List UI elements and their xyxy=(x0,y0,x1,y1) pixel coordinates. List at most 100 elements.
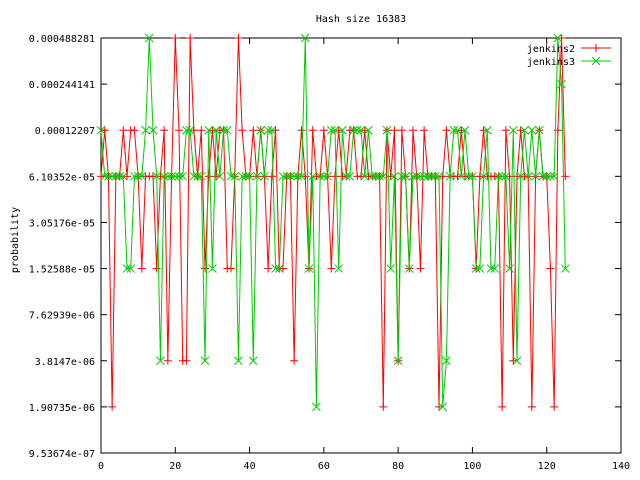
data-point-jenkins3 xyxy=(549,171,559,181)
data-point-jenkins2 xyxy=(238,126,247,135)
data-point-jenkins3 xyxy=(256,125,266,135)
data-point-jenkins2 xyxy=(442,126,451,135)
data-point-jenkins2 xyxy=(163,356,172,365)
data-point-jenkins2 xyxy=(416,264,425,273)
data-point-jenkins3 xyxy=(416,171,425,181)
data-point-jenkins3 xyxy=(505,264,514,273)
data-point-jenkins3 xyxy=(501,171,511,181)
data-point-jenkins3 xyxy=(412,171,422,181)
data-point-jenkins3 xyxy=(278,171,288,181)
plot-frame xyxy=(100,37,622,454)
data-point-jenkins3 xyxy=(189,171,199,181)
data-point-jenkins2 xyxy=(249,126,258,135)
data-point-jenkins3 xyxy=(453,125,462,135)
data-point-jenkins3 xyxy=(371,171,381,181)
data-point-jenkins2 xyxy=(360,126,369,135)
data-point-jenkins3 xyxy=(475,264,485,273)
data-point-jenkins3 xyxy=(479,171,488,181)
data-point-jenkins2 xyxy=(152,264,161,273)
data-point-jenkins2 xyxy=(189,126,198,135)
data-point-jenkins3 xyxy=(375,171,384,181)
data-point-jenkins2 xyxy=(160,126,169,135)
data-point-jenkins3 xyxy=(237,171,247,181)
data-point-jenkins3 xyxy=(230,171,240,181)
data-point-jenkins3 xyxy=(482,125,492,135)
data-point-jenkins2 xyxy=(201,264,209,273)
data-point-jenkins3 xyxy=(293,171,303,181)
data-point-jenkins3 xyxy=(442,356,451,366)
data-point-jenkins3 xyxy=(152,171,162,181)
data-point-jenkins3 xyxy=(211,125,221,135)
data-point-jenkins2 xyxy=(297,126,306,135)
data-point-jenkins2 xyxy=(501,126,510,135)
data-point-jenkins2 xyxy=(327,264,336,273)
data-point-jenkins2 xyxy=(212,172,221,181)
x-tick-label: 140 xyxy=(612,461,630,472)
data-point-jenkins2 xyxy=(453,172,462,181)
x-tick-label: 100 xyxy=(463,461,481,472)
data-point-jenkins3 xyxy=(122,264,132,273)
data-point-jenkins3 xyxy=(156,356,165,366)
data-point-jenkins3 xyxy=(445,171,455,181)
data-point-jenkins2 xyxy=(546,264,555,273)
data-point-jenkins2 xyxy=(527,402,536,411)
legend-label: jenkins3 xyxy=(527,57,575,68)
data-point-jenkins3 xyxy=(516,171,526,181)
data-point-jenkins3 xyxy=(178,171,188,181)
legend-swatch-marker xyxy=(591,56,601,66)
data-point-jenkins3 xyxy=(182,125,191,135)
data-point-jenkins3 xyxy=(133,171,143,181)
data-point-jenkins3 xyxy=(263,125,273,135)
data-point-jenkins3 xyxy=(390,171,399,181)
data-point-jenkins2 xyxy=(516,126,525,135)
data-point-jenkins2 xyxy=(557,34,566,42)
data-point-jenkins3 xyxy=(196,171,206,181)
data-point-jenkins2 xyxy=(119,126,128,135)
data-point-jenkins2 xyxy=(234,34,243,42)
data-point-jenkins3 xyxy=(386,264,396,273)
data-point-jenkins3 xyxy=(289,171,299,181)
data-point-jenkins3 xyxy=(163,171,173,181)
series-layer xyxy=(96,33,570,412)
data-point-jenkins3 xyxy=(174,171,184,181)
y-tick-label: 3.8147e-06 xyxy=(35,357,95,368)
data-point-jenkins2 xyxy=(331,172,339,181)
data-point-jenkins2 xyxy=(123,172,131,181)
data-point-jenkins3 xyxy=(434,171,444,181)
chart-title: Hash size 16383 xyxy=(316,14,406,25)
data-point-jenkins3 xyxy=(144,33,154,43)
data-point-jenkins3 xyxy=(297,171,306,181)
data-point-jenkins3 xyxy=(464,171,474,181)
data-point-jenkins2 xyxy=(171,34,180,42)
data-point-jenkins3 xyxy=(419,171,429,181)
data-point-jenkins3 xyxy=(423,171,433,181)
data-point-jenkins3 xyxy=(508,125,518,135)
data-point-jenkins2 xyxy=(457,126,466,135)
data-point-jenkins2 xyxy=(108,402,117,411)
data-point-jenkins3 xyxy=(308,171,318,181)
data-point-jenkins3 xyxy=(360,171,370,181)
data-point-jenkins3 xyxy=(397,171,407,181)
data-point-jenkins2 xyxy=(409,126,417,135)
data-point-jenkins3 xyxy=(248,356,258,366)
data-point-jenkins2 xyxy=(182,356,191,365)
data-point-jenkins3 xyxy=(364,125,373,135)
data-point-jenkins3 xyxy=(404,264,414,273)
data-point-jenkins3 xyxy=(219,125,228,135)
data-point-jenkins2 xyxy=(137,264,146,273)
data-point-jenkins2 xyxy=(279,264,287,273)
data-point-jenkins3 xyxy=(148,125,158,135)
data-point-jenkins3 xyxy=(427,171,436,181)
data-point-jenkins3 xyxy=(96,125,106,135)
data-point-jenkins3 xyxy=(282,171,292,181)
data-point-jenkins3 xyxy=(560,264,570,273)
x-tick-label: 60 xyxy=(318,461,330,472)
data-point-jenkins2 xyxy=(420,126,429,135)
data-point-jenkins3 xyxy=(315,171,325,181)
data-point-jenkins2 xyxy=(204,172,213,181)
data-point-jenkins3 xyxy=(334,264,344,273)
y-tick-label: 0.000244141 xyxy=(29,80,95,91)
data-point-jenkins3 xyxy=(118,171,128,181)
